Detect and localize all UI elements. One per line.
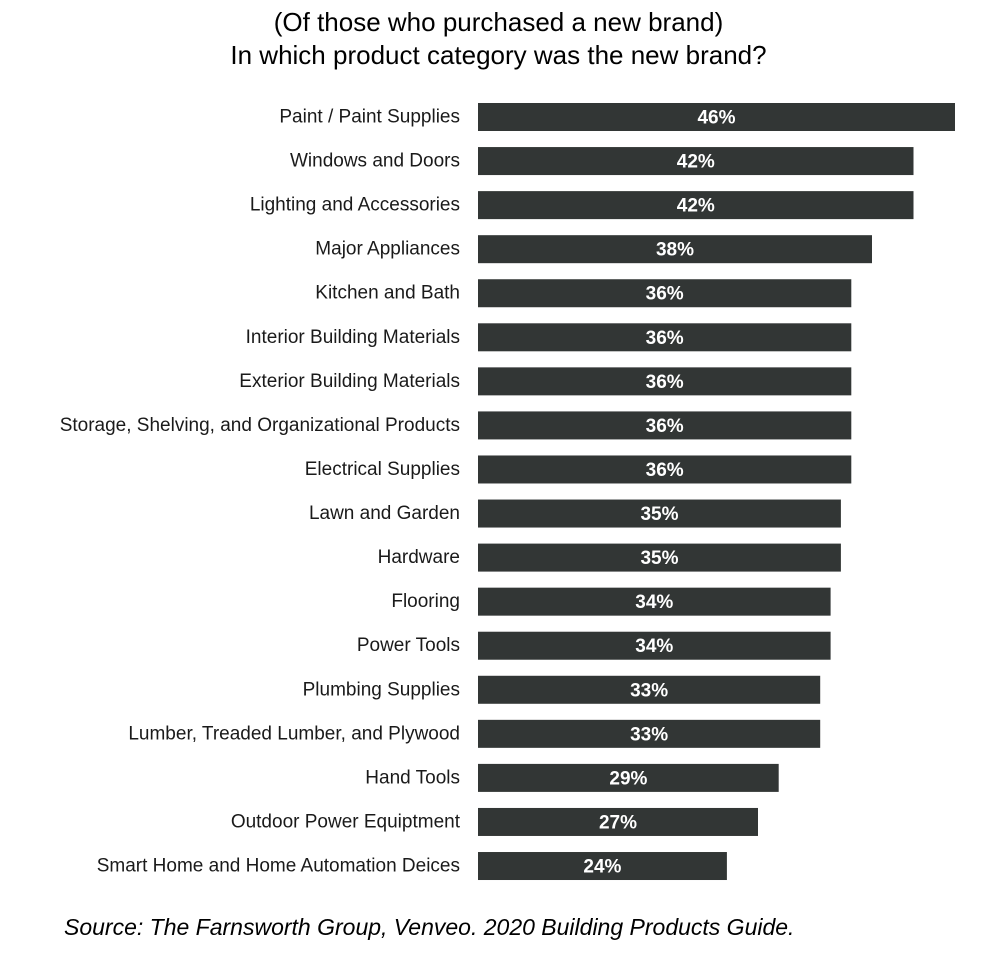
value-label: 36% [646, 328, 684, 349]
value-label: 36% [646, 416, 684, 437]
bar [478, 411, 852, 440]
value-label: 42% [677, 196, 715, 217]
bar [478, 147, 914, 176]
bars-group: Paint / Paint Supplies 46% Windows and Doo… [60, 103, 955, 881]
category-label: Outdoor Power Equiptment [231, 811, 461, 832]
category-label: Major Appliances [315, 239, 460, 260]
bar [478, 807, 758, 836]
bar [478, 499, 841, 528]
category-label: Storage, Shelving, and Organizational Pr… [60, 415, 460, 436]
bar [478, 235, 872, 264]
source-note: Source: The Farnsworth Group, Venveo. 20… [64, 914, 795, 940]
category-label: Windows and Doors [290, 151, 460, 172]
bar [478, 103, 955, 131]
bar [478, 323, 852, 352]
bar [478, 191, 914, 220]
value-label: 36% [646, 460, 684, 481]
category-label: Lawn and Garden [309, 503, 460, 524]
value-label: 34% [635, 636, 673, 657]
chart-title: (Of those who purchased a new brand) In … [0, 6, 997, 72]
bar [478, 279, 852, 308]
bar [478, 631, 831, 660]
value-label: 38% [656, 240, 694, 261]
value-label: 24% [583, 857, 621, 878]
category-label: Lighting and Accessories [250, 195, 460, 216]
value-label: 33% [630, 680, 668, 701]
category-label: Interior Building Materials [246, 327, 460, 348]
bar [478, 719, 821, 748]
chart-title-line-2: In which product category was the new br… [230, 40, 767, 70]
category-label: Hardware [378, 547, 460, 568]
bar [478, 455, 852, 484]
category-label: Kitchen and Bath [315, 283, 460, 304]
bar [478, 587, 831, 616]
value-label: 27% [599, 812, 637, 833]
value-label: 35% [640, 504, 678, 525]
value-label: 36% [646, 284, 684, 305]
bar [478, 763, 779, 792]
value-label: 36% [646, 372, 684, 393]
category-label: Flooring [391, 591, 460, 612]
bar [478, 852, 727, 881]
bar [478, 543, 841, 572]
category-label: Electrical Supplies [305, 459, 460, 480]
value-label: 33% [630, 724, 668, 745]
value-label: 29% [609, 768, 647, 789]
category-label: Power Tools [357, 635, 460, 656]
category-label: Paint / Paint Supplies [279, 107, 460, 128]
value-label: 42% [677, 152, 715, 173]
category-label: Hand Tools [365, 767, 460, 788]
chart-title-line-1: (Of those who purchased a new brand) [273, 7, 724, 37]
category-label: Plumbing Supplies [303, 679, 460, 700]
category-label: Lumber, Treaded Lumber, and Plywood [128, 723, 460, 744]
bar [478, 675, 821, 704]
category-label: Exterior Building Materials [239, 371, 460, 392]
value-label: 34% [635, 592, 673, 613]
value-label: 35% [640, 548, 678, 569]
category-label: Smart Home and Home Automation Deices [97, 856, 460, 877]
value-label: 46% [697, 108, 735, 129]
bar [478, 367, 852, 396]
